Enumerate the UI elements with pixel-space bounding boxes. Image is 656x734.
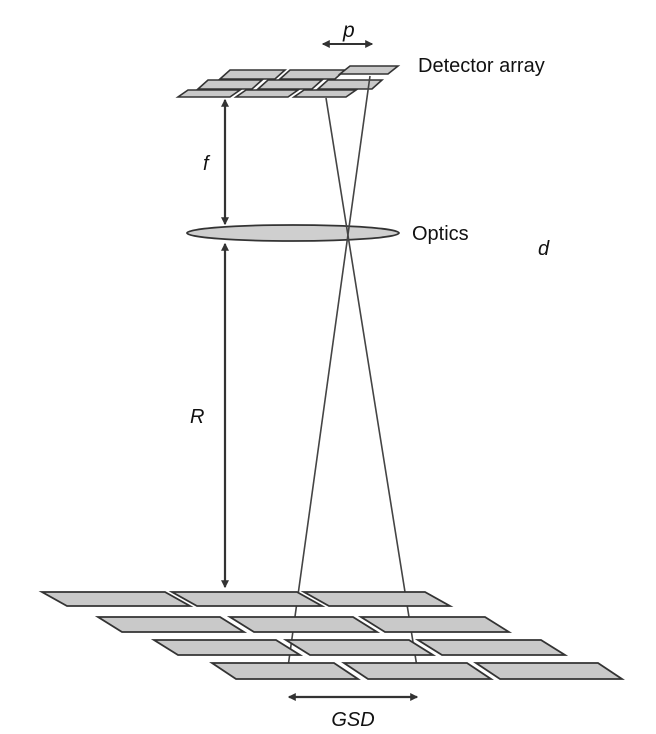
ground-tile [341,662,494,680]
detector-pixel [175,89,243,98]
range-label: R [190,406,204,428]
ray-right [287,75,371,668]
ground-tile [300,591,454,607]
detector-array-label: Detector array [418,55,545,77]
detector-array [175,65,401,98]
ground-tile [226,616,381,633]
pixel-pitch-label: p [342,19,355,42]
ground-tile [414,639,569,656]
ground-tile [94,616,248,633]
ray-left [325,97,418,668]
ground-tile [473,662,625,680]
ground-grid [38,591,625,680]
detector-pixel [255,79,325,90]
detector-pixel [291,89,359,98]
ground-tile [282,639,437,656]
focal-length-label: f [203,153,211,175]
detector-pixel [233,89,301,98]
ground-tile [357,616,513,633]
detector-pixel [217,69,288,80]
ground-tile [38,591,194,607]
detector-pixel [315,79,385,90]
ground-tile [150,639,304,656]
optics-label: Optics [412,223,469,245]
gsd-label: GSD [331,709,374,731]
rays [287,75,418,668]
detector-pixel [277,69,348,80]
detector-pixel [195,79,265,90]
aperture-label: d [538,238,550,260]
ground-tile [168,591,326,607]
detector-pixel [337,65,401,75]
ground-tile [209,662,361,680]
optics-lens [186,224,400,242]
